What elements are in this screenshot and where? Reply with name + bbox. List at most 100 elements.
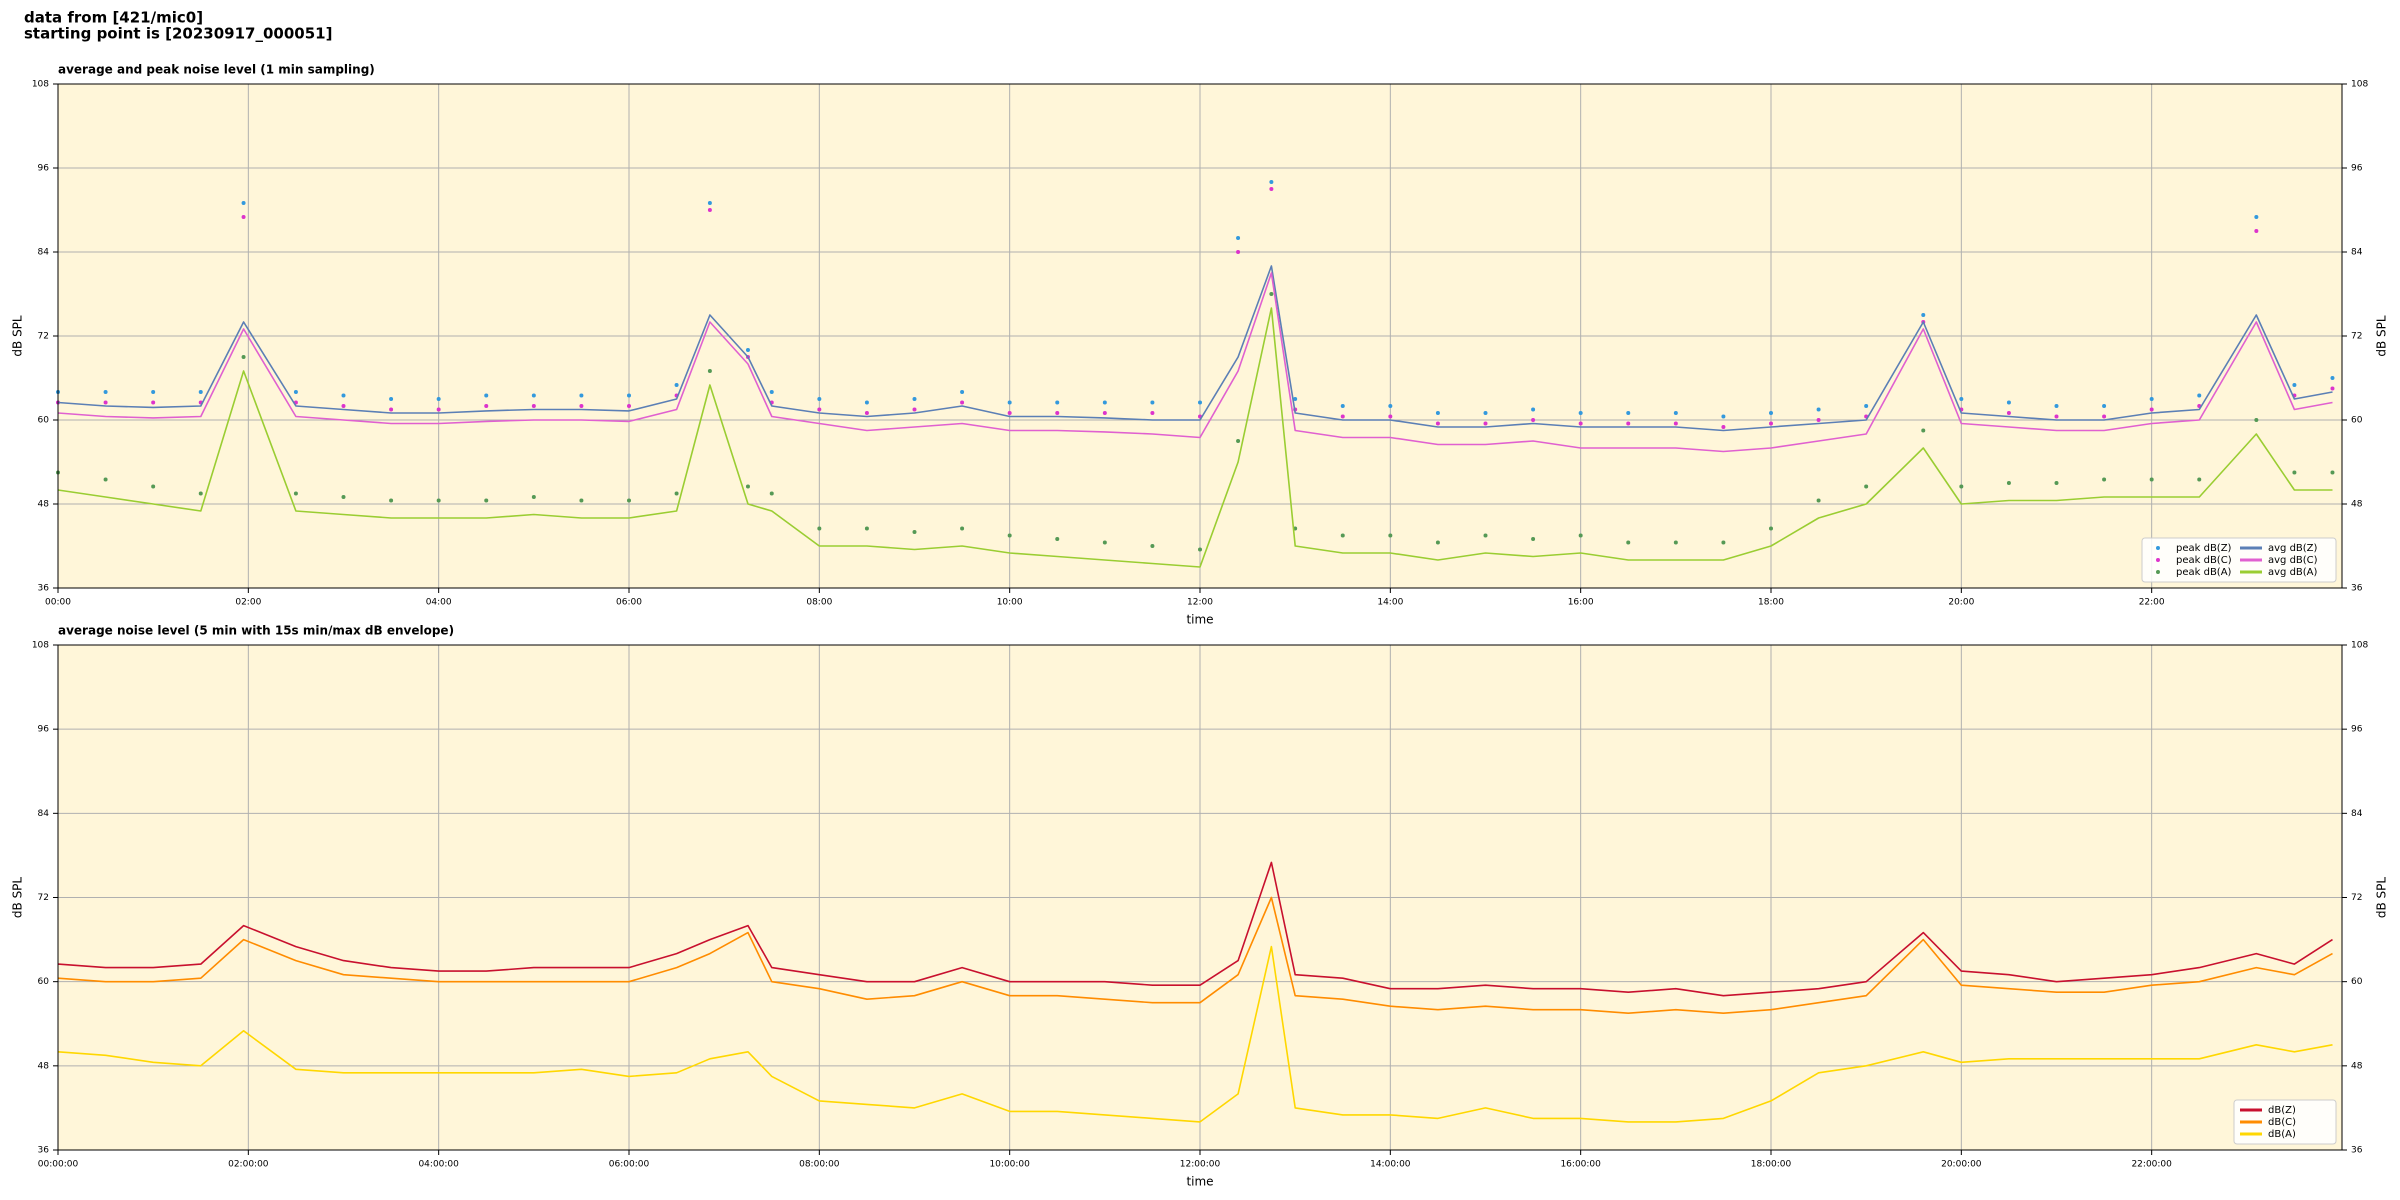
data-point [484, 498, 489, 503]
data-point [389, 498, 394, 503]
x-tick-label: 00:00 [45, 598, 71, 608]
y-tick-label-right: 36 [2351, 584, 2363, 594]
panel-title: average noise level (5 min with 15s min/… [58, 624, 454, 638]
data-point [1198, 547, 1202, 552]
data-point [769, 491, 774, 496]
header-line: starting point is [20230917_000051] [24, 25, 332, 43]
y-tick-label: 108 [32, 80, 49, 90]
data-point [103, 477, 108, 482]
y-axis-label-right: dB SPL [2375, 877, 2389, 919]
x-tick-label: 22:00 [2139, 598, 2165, 608]
data-point [960, 390, 965, 394]
legend-label: dB(Z) [2268, 1105, 2296, 1116]
x-tick-label: 00:00:00 [38, 1160, 79, 1170]
data-point [864, 400, 869, 405]
data-point [1007, 411, 1012, 415]
y-tick-label-right: 96 [2351, 725, 2363, 735]
data-point [627, 498, 631, 503]
data-point [1769, 421, 1773, 426]
data-point [389, 397, 394, 401]
y-tick-label: 96 [38, 164, 50, 174]
data-point [1531, 537, 1536, 541]
data-point [1721, 540, 1726, 545]
y-axis-label: dB SPL [11, 877, 25, 919]
data-point [579, 498, 584, 503]
data-point [1864, 484, 1869, 489]
data-point [769, 390, 774, 394]
data-point [707, 208, 712, 212]
data-point [912, 397, 917, 401]
data-point [1340, 404, 1345, 408]
data-point [1959, 484, 1964, 489]
data-point [1864, 404, 1869, 408]
data-point [293, 390, 298, 394]
data-point [1150, 411, 1155, 415]
data-point [436, 407, 441, 412]
data-point [674, 383, 679, 387]
panel-title: average and peak noise level (1 min samp… [58, 63, 375, 77]
data-point [1578, 411, 1583, 415]
y-tick-label-right: 84 [2351, 248, 2363, 258]
data-point [1483, 411, 1488, 415]
data-point [1816, 407, 1821, 412]
data-point [2330, 470, 2335, 475]
data-point [1236, 236, 1241, 240]
data-point [2006, 411, 2011, 415]
y-tick-label-right: 48 [2351, 500, 2363, 510]
y-tick-label-right: 36 [2351, 1146, 2363, 1156]
data-point [627, 404, 631, 408]
data-point [1921, 428, 1926, 433]
data-point [2102, 477, 2107, 482]
data-point [1578, 421, 1583, 426]
data-line [57, 307, 2333, 568]
data-point [1483, 533, 1488, 538]
data-point [198, 491, 203, 496]
y-tick-label: 96 [38, 725, 50, 735]
data-point [1388, 533, 1393, 538]
y-axis-label: dB SPL [11, 315, 25, 357]
x-tick-label: 04:00 [426, 598, 452, 608]
data-point [241, 215, 246, 219]
y-tick-label-right: 60 [2351, 416, 2363, 426]
data-point [1816, 418, 1821, 422]
y-tick-label-right: 72 [2351, 332, 2362, 342]
data-point [1721, 414, 1726, 419]
x-tick-label: 10:00 [997, 598, 1023, 608]
data-point [2197, 477, 2202, 482]
data-point [745, 348, 750, 352]
data-point [817, 407, 822, 412]
data-line [57, 896, 2333, 1014]
data-point [1340, 414, 1345, 419]
y-tick-label: 84 [38, 248, 50, 258]
data-point [1102, 411, 1107, 415]
data-point [745, 484, 750, 489]
data-point [531, 393, 536, 398]
data-point [1055, 400, 1060, 405]
x-tick-label: 02:00:00 [228, 1160, 269, 1170]
y-tick-label: 36 [38, 1146, 50, 1156]
x-tick-label: 12:00:00 [1180, 1160, 1221, 1170]
data-point [960, 526, 965, 531]
y-tick-label-right: 108 [2351, 641, 2368, 651]
plot-frame [57, 644, 2343, 1151]
data-point [2149, 397, 2154, 401]
data-point [912, 530, 917, 534]
legend-box [2141, 537, 2337, 583]
legend-label: avg dB(Z) [2268, 543, 2318, 554]
data-point [2054, 481, 2059, 485]
legend-label: dB(C) [2268, 1117, 2296, 1128]
data-point [241, 201, 246, 205]
y-tick-label-right: 108 [2351, 80, 2368, 90]
data-point [2006, 400, 2011, 405]
x-tick-label: 16:00:00 [1560, 1160, 1601, 1170]
data-point [912, 407, 917, 412]
x-tick-label: 12:00 [1187, 598, 1213, 608]
x-tick-label: 04:00:00 [418, 1160, 459, 1170]
x-tick-label: 08:00 [806, 598, 832, 608]
x-tick-label: 16:00 [1568, 598, 1594, 608]
y-tick-label: 72 [38, 893, 49, 903]
data-point [817, 526, 822, 531]
data-point [293, 491, 298, 496]
data-point [1626, 540, 1631, 545]
